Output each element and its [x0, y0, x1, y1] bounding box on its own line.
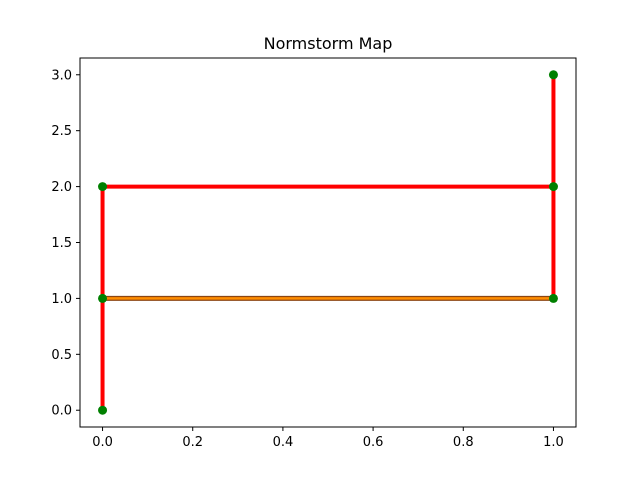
node-point-4 [548, 182, 558, 192]
y-tick-label: 3.0 [51, 68, 72, 83]
y-tick-label: 1.5 [51, 236, 72, 251]
y-tick-label: 2.0 [51, 180, 72, 195]
node-point-5 [548, 70, 558, 80]
node-point-3 [548, 293, 558, 303]
x-tick-label: 0.2 [182, 435, 203, 450]
segments-layer [100, 74, 556, 411]
y-axis: 0.0 0.5 1.0 1.5 2.0 2.5 3.0 [51, 68, 80, 419]
node-point-0 [98, 405, 108, 415]
x-tick-label: 1.0 [543, 435, 564, 450]
x-tick-label: 0.4 [273, 435, 294, 450]
y-tick-label: 0.5 [51, 348, 72, 363]
x-tick-label: 0.0 [92, 435, 113, 450]
x-tick-label: 0.8 [453, 435, 474, 450]
y-tick-label: 1.0 [51, 292, 72, 307]
plot-area-frame [79, 57, 577, 428]
chart-title: Normstorm Map [264, 34, 393, 53]
y-tick-label: 0.0 [51, 404, 72, 419]
y-tick-label: 2.5 [51, 124, 72, 139]
x-tick-label: 0.6 [363, 435, 384, 450]
nodes-layer [98, 70, 558, 415]
node-point-1 [98, 293, 108, 303]
node-point-2 [98, 182, 108, 192]
x-axis: 0.0 0.2 0.4 0.6 0.8 1.0 [92, 427, 564, 450]
